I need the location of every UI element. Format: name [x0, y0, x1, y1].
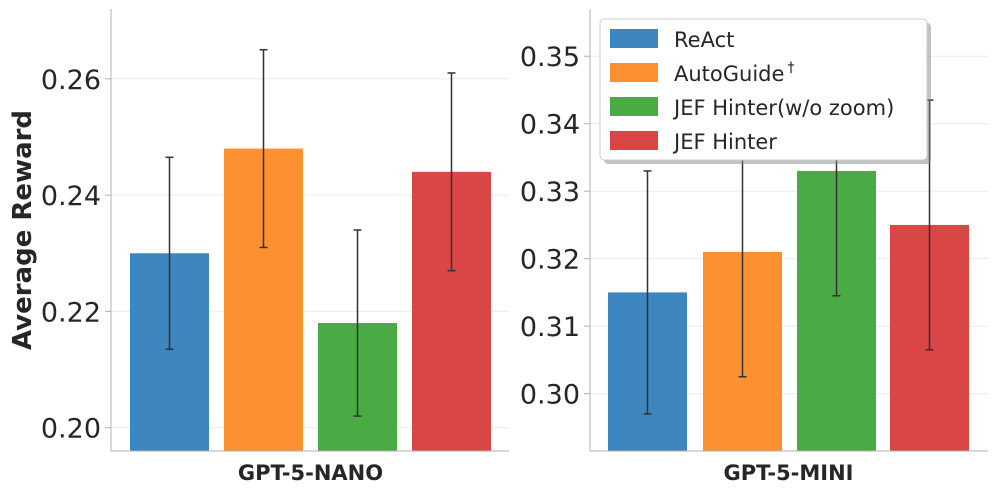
legend-item: JEF Hinter — [610, 130, 777, 154]
legend-swatch — [610, 29, 658, 48]
y-axis-label: Average Reward — [8, 110, 38, 350]
y-tick-label: 0.33 — [520, 177, 580, 208]
legend-label: AutoGuide † — [674, 60, 794, 86]
panel-0-ticks: 0.20 0.22 0.24 0.26 — [41, 65, 111, 445]
panel-0-bars — [130, 148, 491, 451]
y-tick-label: 0.30 — [520, 380, 580, 411]
y-tick-label: 0.24 — [41, 181, 101, 212]
y-tick-label: 0.35 — [520, 42, 580, 73]
legend-item: JEF Hinter(w/o zoom) — [610, 96, 894, 120]
y-tick-label: 0.31 — [520, 312, 580, 343]
legend-label: ReAct — [674, 28, 734, 52]
error-bar — [447, 72, 456, 272]
legend: ReAct AutoGuide † JEF Hinter(w/o zoom) JEF H… — [599, 18, 931, 164]
legend-swatch — [610, 131, 658, 150]
error-bar — [643, 170, 652, 415]
panel-1-x-category-label: GPT-5-MINI — [723, 461, 853, 485]
panel-0-x-category-label: GPT-5-NANO — [238, 461, 383, 485]
panel-1-axes — [589, 9, 988, 452]
y-tick-label: 0.26 — [41, 65, 101, 96]
error-bar — [259, 48, 268, 249]
error-bar — [353, 229, 362, 417]
legend-swatch — [610, 97, 658, 116]
y-tick-label: 0.22 — [41, 297, 101, 328]
error-bar — [165, 156, 174, 350]
panel-0-axes — [110, 9, 509, 452]
legend-item: ReAct — [610, 28, 734, 52]
panel-1-ticks: 0.30 0.31 0.32 0.33 0.34 0.35 — [520, 42, 590, 411]
legend-label: JEF Hinter(w/o zoom) — [672, 96, 894, 120]
panel-gpt-5-nano: 0.20 0.22 0.24 0.26 GPT-5-NANO Average Rewa… — [8, 9, 509, 485]
panel-0-error-bars — [165, 48, 456, 417]
legend-item: AutoGuide † — [610, 60, 794, 86]
y-tick-label: 0.32 — [520, 245, 580, 276]
panel-1-bars — [608, 170, 969, 451]
y-tick-label: 0.34 — [520, 110, 580, 141]
y-tick-label: 0.20 — [41, 414, 101, 445]
legend-box — [599, 18, 928, 161]
legend-label: JEF Hinter — [672, 130, 777, 154]
legend-swatch — [610, 63, 658, 82]
